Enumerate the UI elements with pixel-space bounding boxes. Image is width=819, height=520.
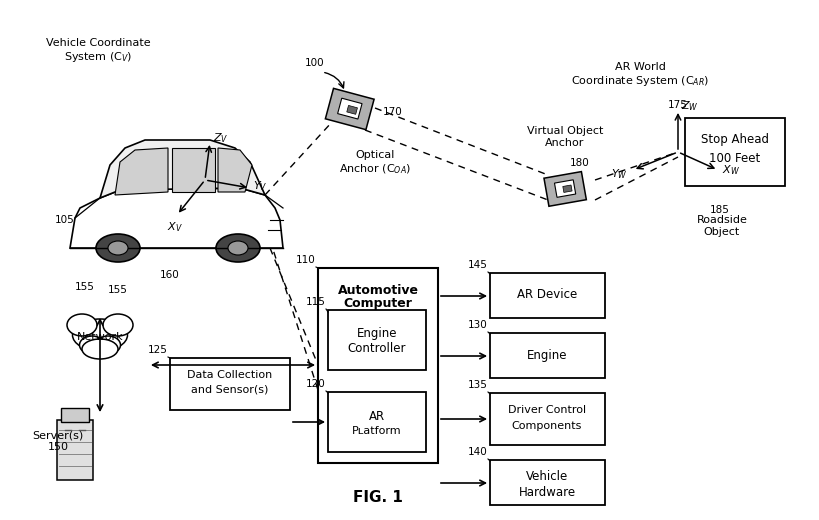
Text: 170: 170 [382,107,402,117]
Bar [490,460,604,505]
Bar [490,273,604,318]
Bar [57,420,93,480]
Text: Components: Components [511,421,581,431]
Text: Stop Ahead: Stop Ahead [700,134,768,147]
Text: 105: 105 [55,215,75,225]
Text: Optical
Anchor (C$_{OA}$): Optical Anchor (C$_{OA}$) [338,150,410,176]
Text: Computer: Computer [343,297,412,310]
Text: $Z_W$: $Z_W$ [680,99,698,113]
Text: 155: 155 [108,285,128,295]
Text: 125: 125 [148,345,168,355]
Bar [170,358,290,410]
Text: Engine: Engine [526,348,567,361]
Text: 180: 180 [569,158,589,168]
Bar [554,180,575,197]
Text: 130: 130 [468,320,487,330]
Text: 100: 100 [305,58,324,68]
Polygon shape [172,148,215,192]
Text: 100 Feet: 100 Feet [708,151,760,164]
Text: Hardware: Hardware [518,486,575,499]
Text: AR: AR [369,410,385,422]
Text: Pʟatform: Pʟatform [351,426,401,436]
Ellipse shape [228,241,247,255]
Bar [328,392,426,452]
Ellipse shape [103,314,133,336]
Bar [346,106,357,114]
Text: 145: 145 [468,260,487,270]
Polygon shape [100,140,265,198]
Text: 115: 115 [305,297,326,307]
Polygon shape [218,148,251,192]
Bar [562,185,572,192]
Text: 110: 110 [296,255,315,265]
Ellipse shape [96,234,140,262]
Text: Network: Network [77,332,123,342]
Text: FIG. 1: FIG. 1 [353,490,402,505]
Ellipse shape [108,241,128,255]
Bar [337,98,362,119]
Text: 160: 160 [160,270,179,280]
Bar [543,172,586,206]
Text: $Y_W$: $Y_W$ [610,167,627,181]
Bar [318,268,437,463]
Text: $Z_V$: $Z_V$ [213,131,229,145]
Bar [490,333,604,378]
Text: 175: 175 [667,100,687,110]
Text: $X_V$: $X_V$ [167,220,183,234]
Ellipse shape [215,234,260,262]
Text: Vehicle Coordinate
System (C$_V$): Vehicle Coordinate System (C$_V$) [46,38,150,64]
Text: Engine: Engine [356,328,396,341]
Text: 140: 140 [468,447,487,457]
Text: Data Collection: Data Collection [188,370,272,380]
Bar [328,310,426,370]
Ellipse shape [79,336,104,354]
Text: 155: 155 [75,282,95,292]
Ellipse shape [82,339,118,359]
Text: AR Device: AR Device [516,289,577,302]
Ellipse shape [72,319,127,351]
Bar [684,118,784,186]
Text: Vehicle: Vehicle [525,471,568,484]
Text: Roadside
Object: Roadside Object [695,215,747,237]
Text: $Y_V$: $Y_V$ [253,179,267,193]
Polygon shape [115,148,168,195]
Text: $X_W$: $X_W$ [721,163,739,177]
Text: Controller: Controller [347,343,405,356]
Text: 120: 120 [305,379,326,389]
Polygon shape [70,188,283,248]
Text: Server(s)
150: Server(s) 150 [32,430,84,451]
Text: Driver Control: Driver Control [507,405,586,415]
Text: and Sensor(s): and Sensor(s) [191,385,269,395]
Text: AR World
Coordinate System (C$_{AR}$): AR World Coordinate System (C$_{AR}$) [570,62,708,88]
Text: Virtual Object
Anchor: Virtual Object Anchor [526,126,603,148]
Text: 135: 135 [468,380,487,390]
Text: 185: 185 [709,205,729,215]
Text: Automotive: Automotive [337,283,418,296]
Bar [61,408,89,422]
Bar [490,393,604,445]
Ellipse shape [67,314,97,336]
Ellipse shape [95,336,120,354]
Bar [325,88,373,129]
